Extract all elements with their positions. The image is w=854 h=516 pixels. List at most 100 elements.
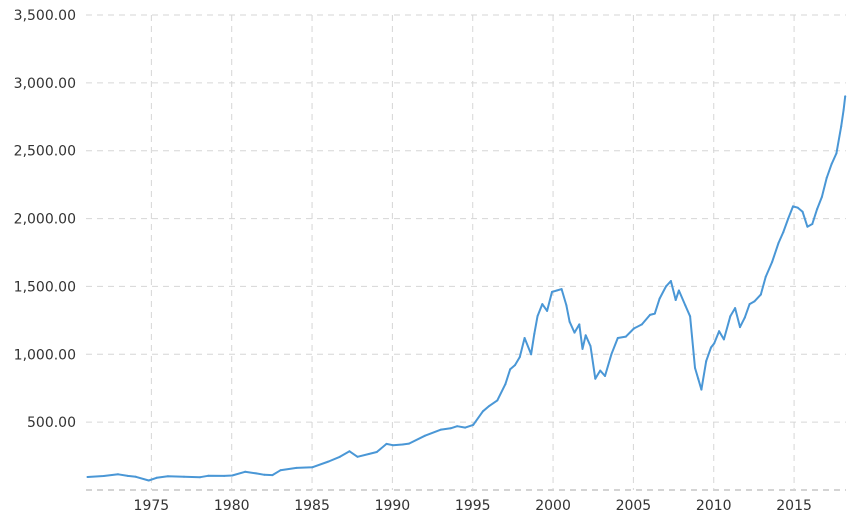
data-point	[560, 288, 563, 291]
data-point	[713, 342, 716, 345]
data-point	[271, 474, 274, 477]
data-point	[835, 152, 838, 155]
data-point	[796, 206, 799, 209]
data-point	[279, 469, 282, 472]
data-point	[674, 299, 677, 301]
data-point	[792, 205, 794, 208]
data-point	[295, 466, 298, 469]
data-point	[555, 289, 558, 292]
data-point	[700, 388, 703, 391]
data-point	[327, 460, 330, 463]
data-point	[578, 323, 581, 326]
data-point	[86, 476, 89, 478]
data-point	[551, 290, 553, 293]
grid-layer	[86, 14, 846, 491]
x-tick-label: 1980	[214, 498, 250, 514]
x-tick-label: 2010	[696, 498, 732, 514]
data-point	[464, 426, 467, 429]
y-tick-label: 1,500.00	[14, 279, 76, 295]
data-point	[820, 195, 823, 198]
data-point	[616, 337, 619, 339]
data-point	[481, 410, 484, 413]
data-point	[844, 95, 847, 98]
y-tick-label: 500.00	[27, 415, 76, 431]
data-point	[787, 217, 790, 220]
data-point	[729, 315, 732, 318]
data-point	[748, 303, 751, 306]
data-point	[734, 307, 737, 310]
data-point	[604, 375, 606, 377]
data-point	[759, 293, 762, 296]
data-point	[840, 125, 843, 128]
data-point	[536, 315, 539, 318]
data-point	[207, 474, 210, 477]
data-point	[183, 475, 185, 478]
data-point	[356, 455, 359, 458]
data-point	[718, 330, 721, 333]
data-point	[677, 289, 680, 292]
data-point	[743, 316, 746, 319]
data-point	[102, 475, 105, 477]
data-point	[496, 399, 499, 402]
data-point	[584, 334, 587, 337]
y-tick-label: 2,000.00	[14, 212, 76, 228]
data-point	[147, 479, 150, 482]
data-point	[533, 332, 536, 335]
data-point	[546, 309, 549, 312]
data-point	[456, 425, 459, 428]
data-point	[816, 208, 819, 211]
data-point	[658, 297, 661, 300]
data-point	[568, 320, 571, 323]
x-tick-label: 2000	[535, 498, 571, 514]
x-tick-label: 1985	[294, 498, 330, 514]
data-point	[117, 473, 120, 476]
data-point	[518, 356, 521, 358]
data-point	[581, 347, 584, 350]
data-point	[348, 450, 351, 453]
series-layer	[86, 95, 847, 482]
data-point	[806, 225, 809, 228]
data-point	[739, 326, 741, 329]
data-point	[311, 466, 314, 469]
x-tick-label: 1975	[134, 498, 170, 514]
data-point	[684, 304, 687, 307]
data-point	[530, 353, 533, 356]
data-point	[782, 231, 785, 234]
data-point	[541, 303, 544, 306]
data-point	[594, 377, 597, 380]
data-point	[632, 327, 635, 330]
data-point	[385, 442, 388, 445]
x-tick-label: 1995	[455, 498, 491, 514]
data-point	[842, 109, 845, 111]
data-point	[134, 475, 137, 478]
data-point	[449, 427, 452, 430]
data-point	[694, 366, 696, 369]
data-point	[753, 300, 756, 303]
data-point	[722, 338, 725, 341]
x-tick-label: 1990	[375, 498, 411, 514]
y-tick-label: 1,000.00	[14, 347, 76, 363]
data-point	[223, 474, 226, 477]
data-point	[155, 476, 158, 479]
data-point	[565, 304, 568, 307]
data-point	[825, 176, 828, 179]
label-layer: 500.00 1,000.00 1,500.00 2,000.00 2,500.00 3,…	[14, 8, 812, 514]
x-tick-label: 2005	[616, 498, 652, 514]
y-tick-label: 3,000.00	[14, 76, 76, 92]
data-point	[126, 474, 129, 477]
data-point	[801, 210, 804, 213]
data-point	[440, 428, 443, 431]
data-point	[166, 475, 169, 478]
data-point	[710, 346, 712, 349]
data-point	[599, 369, 602, 372]
data-point	[573, 331, 576, 334]
data-point	[338, 455, 341, 458]
data-point	[408, 442, 410, 445]
data-point	[231, 474, 234, 477]
data-point	[244, 470, 247, 473]
data-point	[624, 335, 627, 338]
data-point	[523, 337, 526, 339]
data-point	[589, 345, 592, 348]
data-point	[514, 364, 516, 367]
